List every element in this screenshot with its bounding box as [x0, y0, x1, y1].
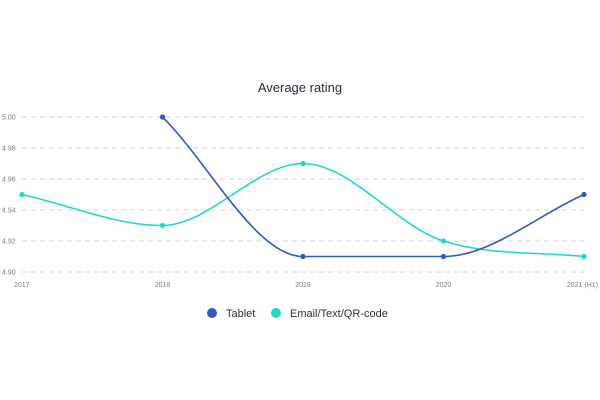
chart-title: Average rating — [257, 80, 343, 95]
data-point — [159, 114, 166, 120]
data-point — [300, 160, 306, 167]
y-tick-label: 4.94 — [2, 208, 16, 215]
y-tick-label: 5.00 — [2, 115, 16, 122]
data-point — [300, 253, 306, 260]
legend-marker — [207, 308, 217, 318]
x-tick-label: 2021 (H1) — [567, 282, 598, 289]
data-point — [581, 191, 587, 198]
y-tick-label: 4.98 — [2, 146, 16, 153]
legend-marker — [271, 308, 281, 318]
x-tick-label: 2018 — [155, 282, 171, 289]
x-tick-label: 2019 — [295, 282, 311, 289]
y-tick-label: 4.92 — [2, 239, 16, 246]
data-point — [581, 253, 587, 260]
data-point — [19, 191, 25, 198]
data-point — [440, 238, 447, 244]
x-tick-label: 2020 — [436, 282, 452, 289]
y-tick-label: 4.90 — [2, 270, 16, 277]
data-point — [440, 253, 447, 260]
legend-label: Tablet — [226, 308, 255, 320]
legend-label: Email/Text/QR-code — [290, 308, 388, 320]
y-tick-label: 4.96 — [2, 177, 16, 184]
series-line — [161, 116, 585, 258]
x-tick-label: 2017 — [14, 282, 30, 289]
data-point — [159, 222, 166, 229]
